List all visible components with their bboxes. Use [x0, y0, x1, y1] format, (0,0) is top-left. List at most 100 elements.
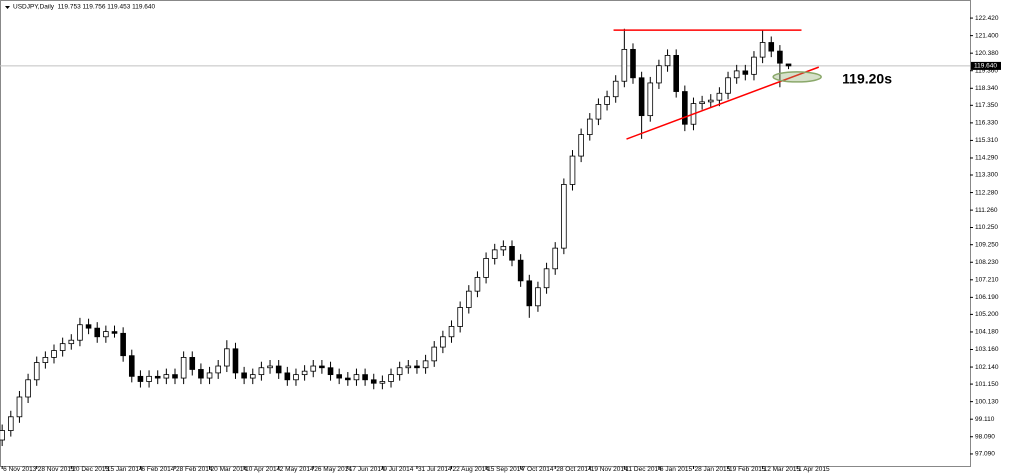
- candle-body: [172, 374, 178, 379]
- x-tick-label: 26 May 2014: [314, 466, 352, 473]
- y-tick-label: 120.380: [975, 50, 999, 57]
- x-tick-label: 6 Jan 2015: [660, 466, 693, 473]
- candle-body: [604, 96, 610, 105]
- candle-body: [777, 50, 783, 64]
- candle-body: [664, 55, 671, 67]
- candle-body: [111, 331, 118, 334]
- candle-body: [77, 324, 83, 341]
- candle-body: [33, 362, 40, 381]
- x-tick-label: 19 Nov 2014: [591, 466, 628, 473]
- y-tick-label: 118.340: [975, 85, 998, 92]
- y-tick-label: 109.250: [975, 241, 999, 248]
- candle-body: [42, 357, 49, 363]
- x-tick-label: 7 Oct 2014: [522, 466, 554, 473]
- candle-body: [16, 396, 23, 418]
- candle-body: [759, 42, 766, 58]
- candle-body: [768, 42, 775, 52]
- x-tick-label: 28 Feb 2014: [176, 466, 213, 473]
- plot-frame: [0, 0, 971, 467]
- x-tick-label: 6 Feb 2014: [141, 466, 174, 473]
- candle-body: [707, 99, 714, 103]
- candle-body: [431, 346, 438, 362]
- x-tick-label: 28 Nov 2013: [38, 466, 75, 473]
- candle-body: [535, 287, 541, 307]
- x-tick-label: 15 Sep 2014: [487, 466, 524, 473]
- candle-body: [258, 367, 265, 376]
- y-tick-label: 115.310: [975, 137, 998, 144]
- x-tick-label: 31 Jul 2014: [418, 466, 452, 473]
- candle-body: [638, 77, 645, 117]
- y-tick-label: 119.360: [975, 67, 998, 74]
- annotation: 119.20s: [842, 71, 892, 87]
- y-tick-label: 102.140: [975, 364, 999, 371]
- y-tick-label: 111.260: [975, 207, 998, 214]
- candle-body: [301, 370, 308, 376]
- y-tick-label: 97.090: [975, 451, 995, 458]
- y-tick-label: 107.210: [975, 277, 999, 284]
- x-tick-label: 1 Apr 2015: [798, 466, 830, 473]
- candle-body: [483, 258, 489, 278]
- candle-body: [284, 372, 291, 381]
- candle-body: [742, 70, 749, 75]
- candle-body: [137, 375, 144, 382]
- candle-body: [345, 377, 351, 381]
- candle-body: [232, 348, 239, 374]
- candle-body: [569, 155, 576, 185]
- y-tick-label: 121.400: [975, 32, 999, 39]
- y-tick-label: 101.150: [975, 381, 999, 388]
- candle-body: [241, 372, 247, 379]
- candle-body: [310, 365, 317, 372]
- candle-body: [189, 357, 196, 370]
- candle-body: [414, 365, 420, 369]
- candle-body: [405, 365, 412, 369]
- candle-body: [198, 369, 204, 379]
- y-tick-label: 108.230: [975, 259, 999, 266]
- candle-body: [491, 249, 498, 259]
- candle-body: [51, 350, 57, 358]
- x-tick-label: 6 Nov 2013: [3, 466, 37, 473]
- candle-body: [249, 374, 256, 379]
- x-tick-label: 11 Dec 2014: [625, 466, 662, 473]
- candle-body: [716, 92, 723, 101]
- candle-body: [215, 365, 221, 374]
- x-tick-label: 20 Dec 2013: [72, 466, 109, 473]
- candle-body: [206, 372, 213, 379]
- candle-body: [59, 343, 66, 351]
- price-label-box: [971, 61, 1001, 70]
- y-tick-label: 112.280: [975, 189, 998, 196]
- candle-body: [457, 307, 463, 327]
- candle-body: [362, 374, 368, 381]
- x-tick-label: 12 Mar 2015: [764, 466, 801, 473]
- candle-body: [370, 379, 377, 384]
- candle-body: [275, 365, 282, 374]
- candle-body: [647, 82, 654, 117]
- candle-body: [751, 56, 757, 75]
- candle-body: [621, 48, 628, 82]
- candle-body: [561, 184, 567, 249]
- candle-body: [526, 280, 533, 307]
- menu-arrow[interactable]: [5, 6, 10, 9]
- y-tick-label: 113.300: [975, 172, 998, 179]
- y-tick-label: 99.110: [975, 416, 995, 423]
- y-tick-label: 116.330: [975, 120, 998, 127]
- y-tick-label: 98.090: [975, 433, 995, 440]
- candle-body: [163, 374, 170, 379]
- y-tick-label: 105.200: [975, 311, 999, 318]
- trend-line: [626, 66, 820, 140]
- candle-body: [785, 63, 792, 67]
- candle-body: [656, 65, 662, 84]
- candle-body: [267, 365, 273, 369]
- x-tick-label: 28 Jan 2015: [694, 466, 730, 473]
- y-tick-label: 100.130: [975, 398, 999, 405]
- x-tick-label: 9 Jul 2014: [383, 466, 413, 473]
- candle-body: [543, 268, 550, 289]
- candle-body: [448, 326, 455, 338]
- candle-body: [500, 246, 507, 251]
- candle-body: [94, 327, 101, 338]
- candle-body: [595, 104, 602, 120]
- candle-body: [0, 430, 5, 441]
- chart-header: USDJPY,Daily 119.753 119.756 119.453 119…: [13, 4, 156, 11]
- candle-body: [725, 77, 731, 94]
- candle-body: [146, 375, 152, 382]
